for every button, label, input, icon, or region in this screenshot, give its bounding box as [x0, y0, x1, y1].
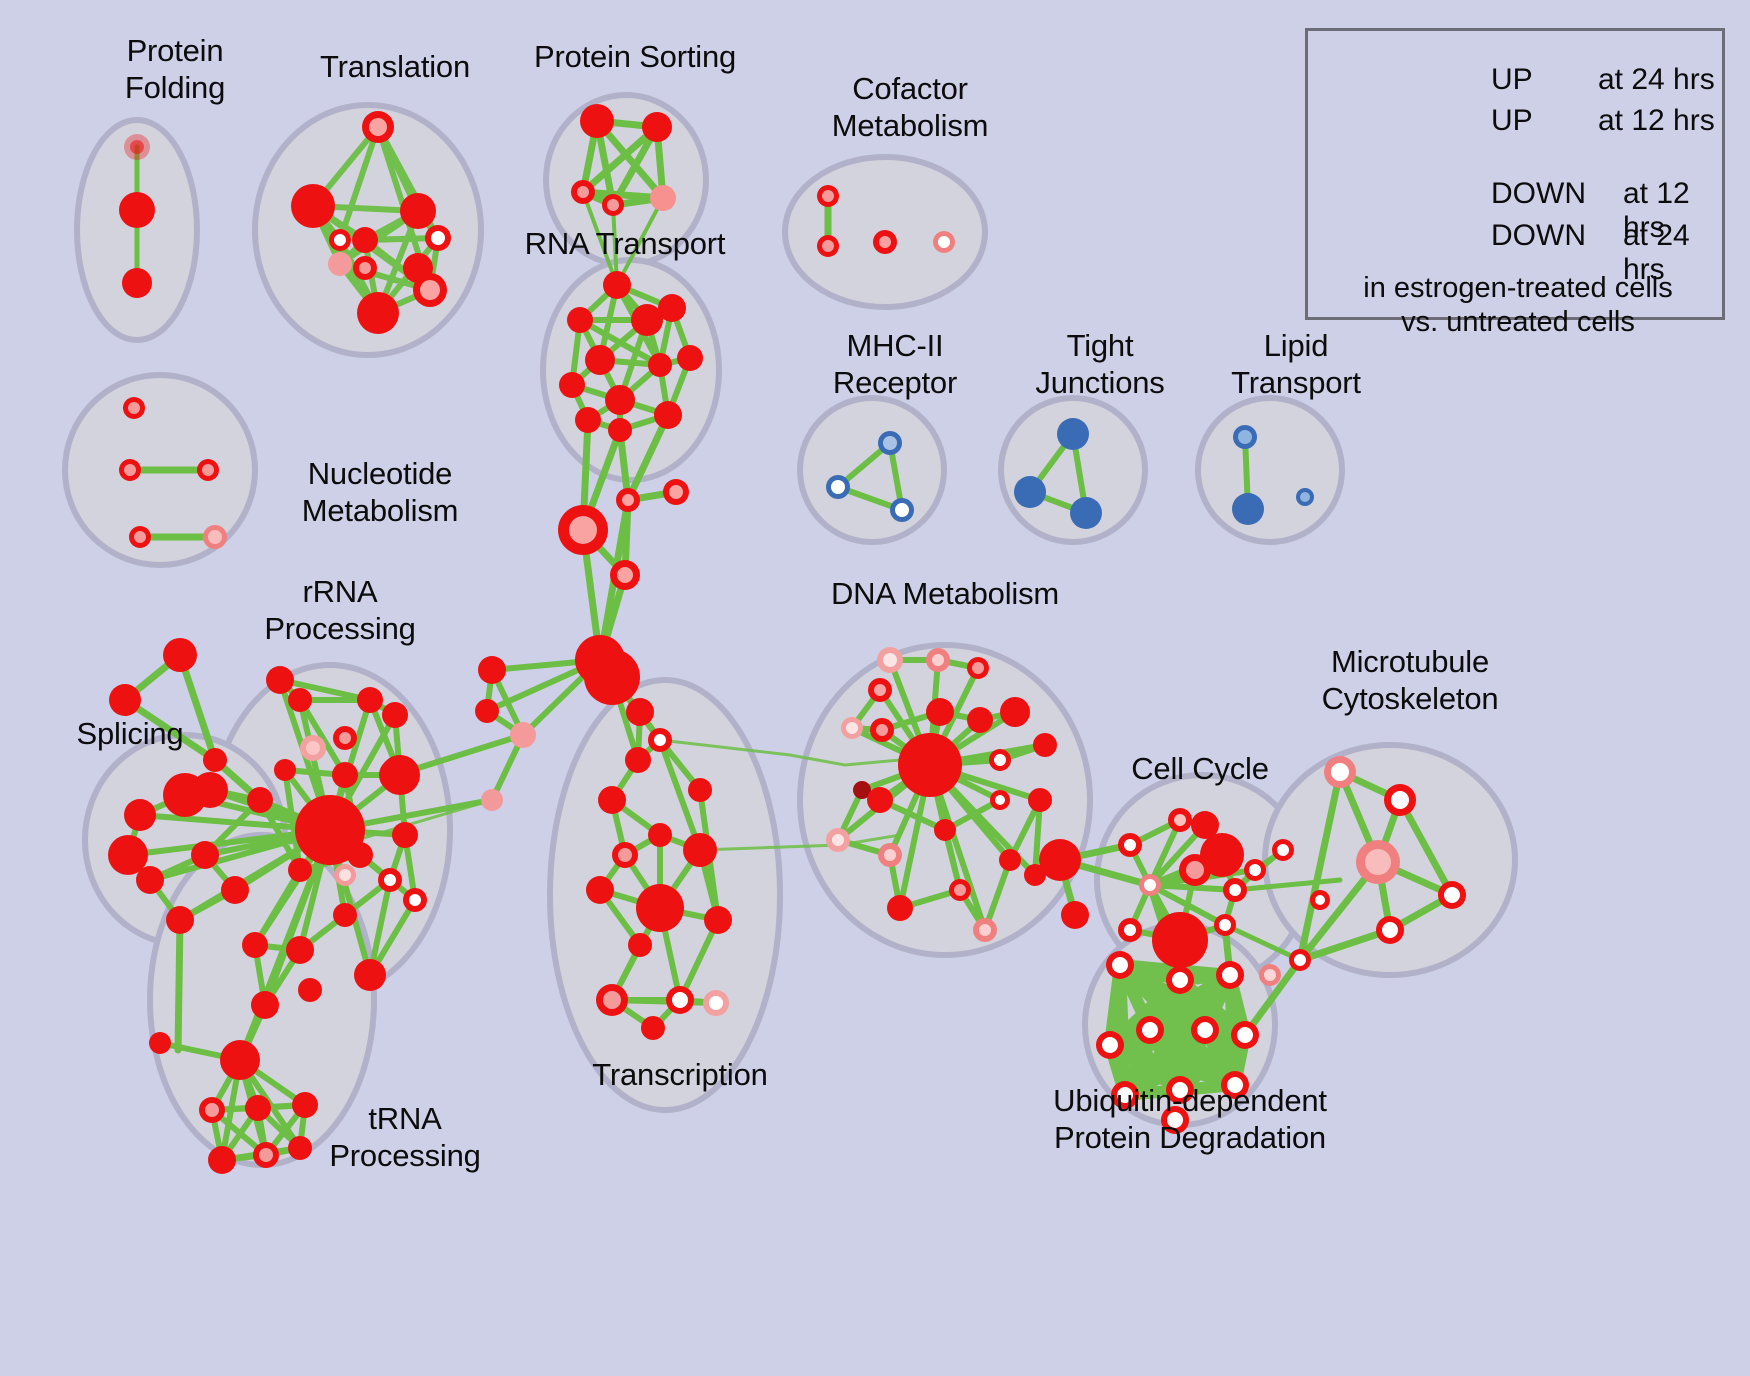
- hull-lipid: [1195, 395, 1345, 545]
- cluster-label-translation: Translation: [320, 49, 470, 84]
- cluster-label-protein-folding: Protein Folding: [124, 33, 226, 105]
- legend-caption-line1: in estrogen-treated cells: [1363, 272, 1673, 304]
- legend-state-up-12: UP: [1491, 104, 1533, 137]
- cluster-label-rna-transport: RNA Transport: [524, 226, 726, 261]
- cluster-label-nucleotide-metabolism: Nucleotide Metabolism: [301, 456, 459, 528]
- legend-time-up-24: at 24 hrs: [1598, 63, 1715, 96]
- cluster-label-dna-metabolism: DNA Metabolism: [830, 576, 1060, 611]
- legend-time-down-12: at 12 hrs: [1623, 177, 1690, 244]
- cluster-label-transcription: Transcription: [592, 1057, 768, 1092]
- legend-time-down-24: at 24 hrs: [1623, 219, 1690, 286]
- hull-mhc: [797, 395, 947, 545]
- cluster-label-trna-processing: tRNA Processing: [329, 1101, 481, 1173]
- cluster-label-mhc-ii-receptor: MHC-II Receptor: [832, 328, 958, 400]
- legend-state-down-12: DOWN: [1491, 177, 1586, 210]
- cluster-label-protein-sorting: Protein Sorting: [533, 39, 737, 74]
- cluster-label-microtubule-cytoskeleton: Microtubule Cytoskeleton: [1321, 644, 1499, 716]
- cluster-label-rrna-processing: rRNA Processing: [264, 574, 416, 646]
- legend-caption-line2: vs. untreated cells: [1401, 306, 1635, 338]
- network-edges: [121, 117, 1456, 1163]
- legend-time-up-12: at 12 hrs: [1598, 104, 1715, 137]
- legend-state-up-24: UP: [1491, 63, 1533, 96]
- cluster-label-lipid-transport: Lipid Transport: [1231, 328, 1361, 400]
- cluster-label-ubiquitin-degradation: Ubiquitin-dependent Protein Degradation: [1053, 1083, 1327, 1155]
- cluster-label-cofactor-metabolism: Cofactor Metabolism: [831, 71, 989, 143]
- legend-state-down-24: DOWN: [1491, 219, 1586, 252]
- cluster-label-tight-junctions: Tight Junctions: [1035, 328, 1165, 400]
- network-nodes: [108, 104, 1466, 1174]
- legend-box: UP at 24 hrs UP at 12 hrs DOWN at 12 hrs…: [1305, 28, 1725, 338]
- cluster-label-cell-cycle: Cell Cycle: [1131, 751, 1269, 786]
- cluster-label-splicing: Splicing: [76, 716, 184, 751]
